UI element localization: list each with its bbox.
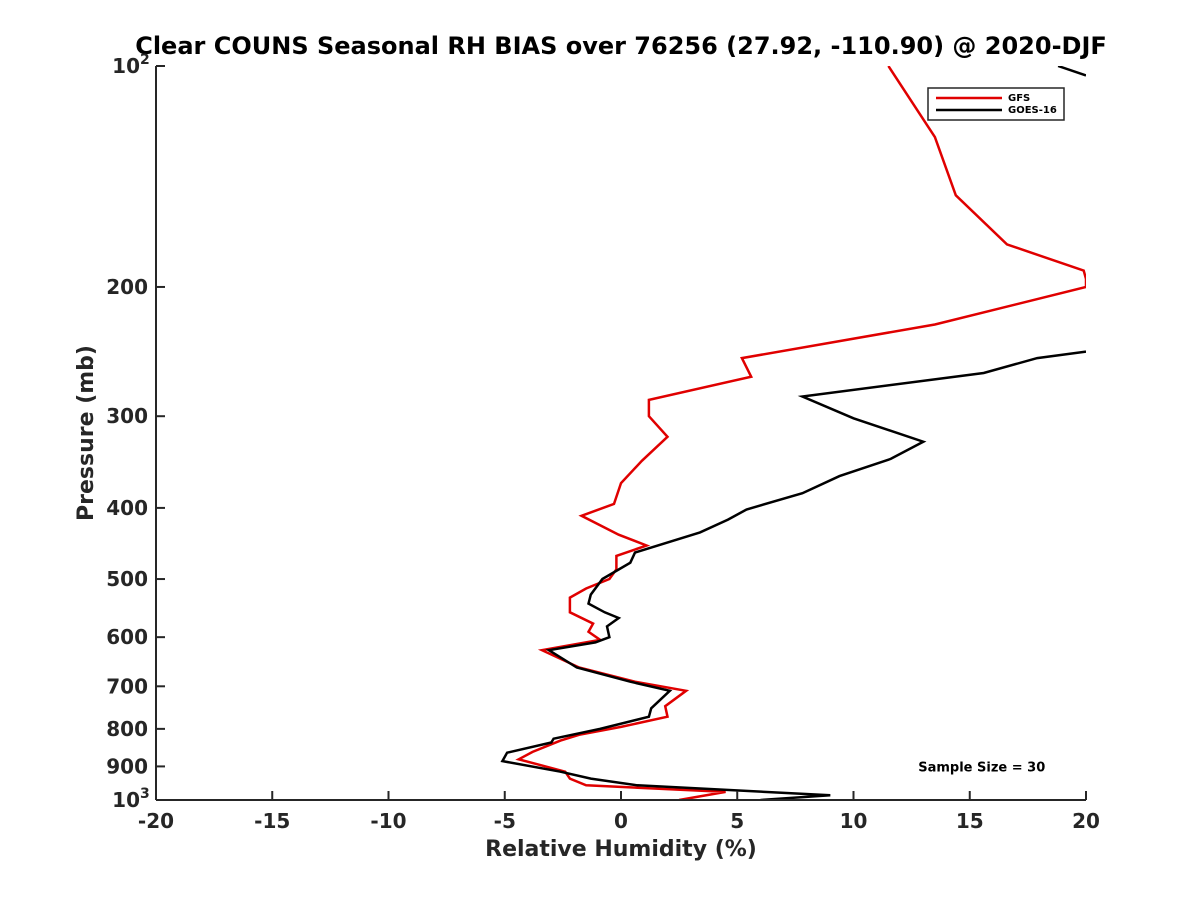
series-line-goes-16 [500, 350, 1086, 800]
legend: GFS GOES-16 [927, 87, 1065, 121]
y-tick-label: 500 [106, 567, 148, 591]
x-tick-label: -5 [494, 809, 516, 833]
series-line-goes-16-upper-segment [1057, 66, 1086, 77]
sample-size-annotation: Sample Size = 30 [918, 760, 1045, 775]
x-tick-label: 20 [1072, 809, 1100, 833]
y-tick-label: 900 [106, 754, 148, 778]
x-tick-label: 0 [614, 809, 628, 833]
chart-title: Clear COUNS Seasonal RH BIAS over 76256 … [135, 32, 1107, 60]
x-tick-label: 10 [840, 809, 868, 833]
y-tick-exponent: 3 [140, 786, 150, 802]
plot-area: -20 -15 -10 -5 0 5 10 15 20 10 220030040050060070… [106, 52, 1100, 833]
legend-box [927, 87, 1065, 121]
y-tick-label: 800 [106, 717, 148, 741]
y-tick-label: 300 [106, 404, 148, 428]
x-axis-label: Relative Humidity (%) [485, 837, 757, 862]
y-tick-label: 200 [106, 275, 148, 299]
y-tick-label: 10 [112, 54, 140, 78]
legend-label-gfs: GFS [1008, 93, 1030, 104]
x-tick-label: -20 [138, 809, 174, 833]
y-tick-label: 400 [106, 496, 148, 520]
x-tick-label: 15 [956, 809, 984, 833]
series-layer [500, 66, 1086, 800]
y-tick-label: 10 [112, 788, 140, 812]
legend-label-goes16: GOES-16 [1008, 105, 1057, 116]
x-tick-label: 5 [730, 809, 744, 833]
x-axis-ticks: -20 -15 -10 -5 0 5 10 15 20 [138, 791, 1100, 833]
y-tick-label: 700 [106, 674, 148, 698]
series-line-gfs [515, 66, 1086, 800]
y-tick-label: 600 [106, 625, 148, 649]
x-tick-label: -15 [254, 809, 290, 833]
y-axis-label: Pressure (mb) [74, 345, 99, 521]
y-tick-exponent: 2 [140, 52, 150, 68]
x-tick-label: -10 [370, 809, 406, 833]
